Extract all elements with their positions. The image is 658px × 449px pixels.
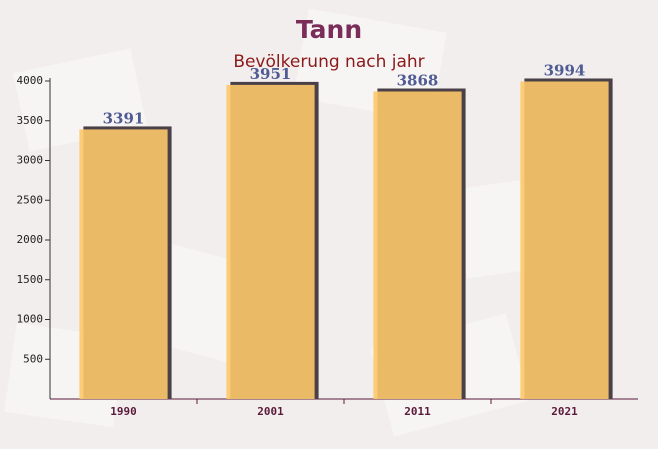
y-tick-label: 1500 [17, 273, 44, 286]
bar [373, 91, 462, 399]
bar [520, 81, 609, 400]
value-label: 3868 [397, 71, 439, 89]
y-tick-label: 500 [23, 352, 43, 365]
value-label: 3951 [250, 65, 292, 83]
y-tick-label: 2000 [17, 233, 44, 246]
x-tick-label: 2011 [404, 405, 431, 418]
value-label: 3391 [103, 109, 145, 127]
y-tick-label: 3000 [17, 154, 44, 167]
y-tick-label: 3500 [17, 114, 44, 127]
x-tick-label: 1990 [110, 405, 137, 418]
x-tick-label: 2001 [257, 405, 284, 418]
bar [226, 84, 315, 399]
chart-subtitle: Bevölkerung nach jahr [233, 52, 424, 72]
chart-title: Tann [296, 15, 362, 44]
y-tick-label: 4000 [17, 74, 44, 87]
y-tick-label: 1000 [17, 313, 44, 326]
value-label: 3994 [544, 61, 586, 79]
y-tick-label: 2500 [17, 193, 44, 206]
bar [79, 129, 168, 399]
x-tick-label: 2021 [551, 405, 578, 418]
